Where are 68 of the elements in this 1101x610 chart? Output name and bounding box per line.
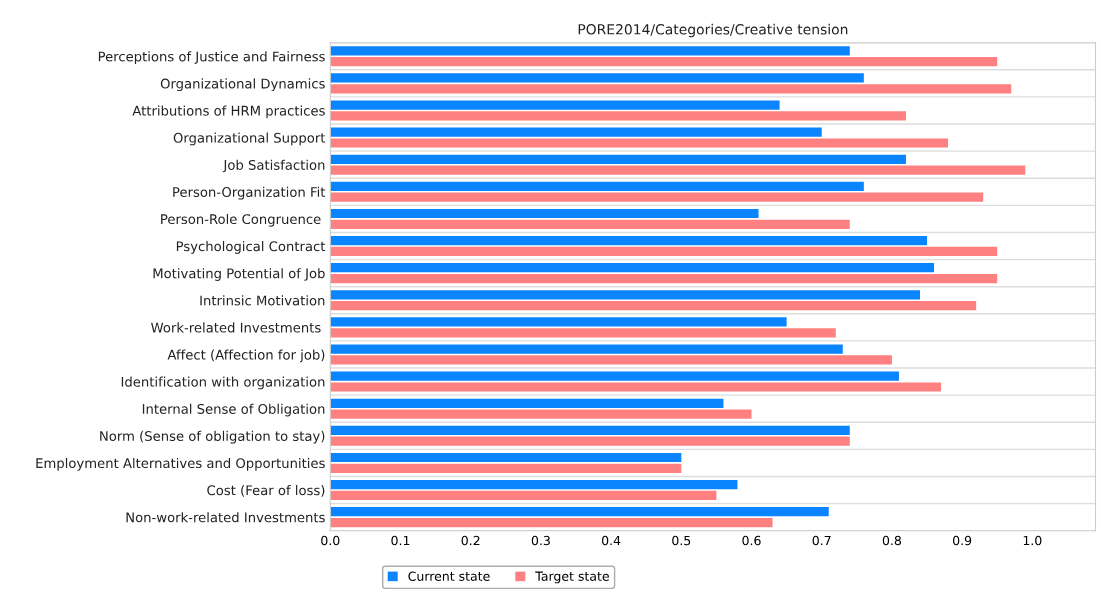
x-tick-label: 0.1 bbox=[391, 535, 410, 546]
bar bbox=[330, 452, 682, 463]
bar bbox=[330, 192, 984, 202]
x-tick-label: 0.8 bbox=[882, 535, 901, 546]
x-tick-label: 0.7 bbox=[812, 535, 831, 546]
y-tick-label: Organizational Dynamics bbox=[160, 78, 325, 92]
y-tick-label: Cost (Fear of loss) bbox=[207, 485, 325, 497]
bar bbox=[330, 480, 738, 490]
x-tick-label: 0.0 bbox=[321, 535, 340, 546]
x-tick-label: 0.3 bbox=[531, 535, 550, 546]
bar bbox=[330, 425, 850, 435]
bar bbox=[330, 463, 682, 473]
bar bbox=[330, 246, 998, 257]
bar bbox=[330, 165, 1026, 175]
y-tick-label: Job Satisfaction bbox=[222, 159, 325, 173]
y-tick-label: Psychological Contract bbox=[176, 241, 326, 254]
bar bbox=[330, 398, 724, 408]
bar bbox=[330, 154, 906, 164]
bar bbox=[330, 344, 843, 354]
bar bbox=[330, 382, 942, 392]
bar bbox=[330, 290, 920, 300]
legend-label: Target state bbox=[535, 571, 609, 584]
bar bbox=[330, 236, 928, 246]
y-tick-label: Work-related Investments bbox=[151, 322, 321, 333]
y-tick-label: Employment Alternatives and Opportunities bbox=[36, 457, 325, 471]
bar bbox=[330, 517, 773, 528]
chart-title: PORE2014/Categories/Creative tension bbox=[578, 23, 848, 38]
bar bbox=[330, 301, 977, 311]
bar bbox=[330, 84, 1012, 94]
bar bbox=[330, 490, 717, 501]
bar bbox=[330, 46, 850, 56]
bar bbox=[330, 436, 850, 446]
y-tick-label: Attributions of HRM practices bbox=[132, 105, 325, 119]
bar bbox=[330, 100, 780, 110]
x-tick-label: 0.9 bbox=[953, 535, 972, 546]
x-tick-label: 0.5 bbox=[672, 535, 691, 546]
y-tick-label: Norm (Sense of obligation to stay) bbox=[100, 430, 325, 444]
bar bbox=[330, 127, 822, 137]
bar bbox=[330, 328, 836, 338]
x-tick-label: 0.4 bbox=[601, 535, 621, 546]
bar bbox=[330, 138, 949, 148]
y-tick-label: Organizational Support bbox=[173, 132, 326, 146]
bar bbox=[330, 111, 906, 121]
y-tick-label: Person-Role Congruence bbox=[161, 213, 321, 227]
y-tick-label: Affect (Affection for job) bbox=[167, 349, 325, 363]
bar bbox=[330, 263, 935, 273]
y-tick-label: Identification with organization bbox=[121, 376, 325, 390]
bar bbox=[330, 181, 864, 191]
y-tick-label: Internal Sense of Obligation bbox=[142, 403, 325, 417]
bar bbox=[330, 371, 899, 381]
y-tick-label: Person-Organization Fit bbox=[173, 186, 326, 200]
bar bbox=[330, 317, 787, 327]
bar bbox=[330, 219, 850, 229]
bar bbox=[330, 507, 829, 517]
bar bbox=[330, 273, 998, 284]
bar bbox=[330, 73, 864, 83]
bar bbox=[330, 208, 759, 219]
y-tick-label: Intrinsic Motivation bbox=[200, 295, 325, 306]
bar bbox=[330, 57, 998, 67]
x-tick-label: 0.2 bbox=[461, 535, 480, 546]
bar bbox=[330, 409, 752, 419]
x-tick-label: 1.0 bbox=[1023, 535, 1042, 546]
bar bbox=[330, 355, 892, 365]
y-tick-label: Motivating Potential of Job bbox=[153, 268, 325, 281]
y-tick-label: Non-work-related Investments bbox=[126, 512, 325, 523]
x-tick-label: 0.6 bbox=[742, 535, 761, 546]
legend-label: Current state bbox=[408, 571, 490, 581]
y-tick-label: Perceptions of Justice and Fairness bbox=[98, 51, 325, 65]
